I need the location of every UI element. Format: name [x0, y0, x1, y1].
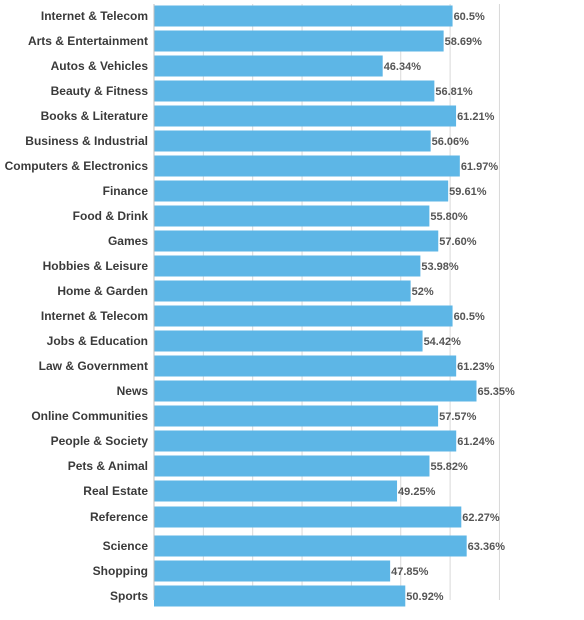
bar: [154, 130, 431, 152]
bar: [154, 585, 406, 607]
bar: [154, 506, 462, 528]
bar: [154, 560, 391, 582]
value-label: 53.98%: [421, 261, 459, 273]
category-label: Home & Garden: [57, 284, 148, 298]
value-label: 58.69%: [445, 36, 483, 48]
value-label: 46.34%: [384, 61, 422, 73]
value-label: 55.82%: [430, 461, 468, 473]
value-label: 62.27%: [462, 512, 500, 524]
value-label: 57.57%: [439, 411, 477, 423]
category-label: Jobs & Education: [47, 334, 148, 348]
value-label: 50.92%: [406, 591, 444, 603]
bar: [154, 230, 439, 252]
bar: [154, 455, 430, 477]
category-label: Sports: [110, 589, 148, 603]
category-label: Law & Government: [39, 359, 148, 373]
value-label: 60.5%: [454, 11, 485, 23]
value-label: 57.60%: [439, 236, 477, 248]
category-labels: Internet & Telecom Arts & Entertainment Au…: [5, 9, 149, 603]
value-labels: 60.5% 58.69% 46.34% 56.81% 61.21% 56.06% 61.97…: [384, 11, 515, 603]
category-label: Pets & Animal: [68, 459, 148, 473]
category-label: Finance: [103, 184, 149, 198]
bar: [154, 5, 453, 27]
category-label: Autos & Vehicles: [51, 59, 149, 73]
category-label: Games: [108, 234, 148, 248]
value-label: 63.36%: [468, 541, 506, 553]
bar: [154, 105, 457, 127]
category-label: Arts & Entertainment: [28, 34, 148, 48]
category-label: Internet & Telecom: [41, 309, 148, 323]
bar: [154, 205, 430, 227]
value-label: 61.23%: [457, 361, 495, 373]
category-label: Science: [103, 539, 149, 553]
bar: [154, 330, 423, 352]
value-label: 61.21%: [457, 111, 495, 123]
value-label: 54.42%: [424, 336, 462, 348]
category-label: Internet & Telecom: [41, 9, 148, 23]
value-label: 61.24%: [457, 436, 495, 448]
value-label: 47.85%: [391, 566, 429, 578]
category-label: Books & Literature: [41, 109, 149, 123]
value-label: 59.61%: [449, 186, 487, 198]
category-label: Business & Industrial: [25, 134, 148, 148]
category-label: Online Communities: [31, 409, 148, 423]
category-label: People & Society: [51, 434, 149, 448]
bar: [154, 55, 383, 77]
category-label: Hobbies & Leisure: [43, 259, 149, 273]
value-label: 61.97%: [461, 161, 499, 173]
category-label: Shopping: [93, 564, 148, 578]
bar: [154, 430, 457, 452]
bar: [154, 380, 477, 402]
category-label: Computers & Electronics: [5, 159, 149, 173]
value-label: 56.06%: [432, 136, 470, 148]
category-label: Food & Drink: [73, 209, 149, 223]
bar: [154, 180, 449, 202]
bar: [154, 255, 421, 277]
value-label: 65.35%: [478, 386, 516, 398]
bar: [154, 155, 460, 177]
category-label: Beauty & Fitness: [51, 84, 149, 98]
value-label: 52%: [412, 286, 434, 298]
bar: [154, 30, 444, 52]
bar: [154, 305, 453, 327]
bars: [154, 5, 477, 607]
category-label: Reference: [90, 510, 148, 524]
value-label: 56.81%: [435, 86, 473, 98]
bar: [154, 280, 411, 302]
bar: [154, 535, 467, 557]
bar: [154, 80, 435, 102]
value-label: 55.80%: [430, 211, 468, 223]
value-label: 60.5%: [454, 311, 485, 323]
grid-lines: [202, 4, 500, 600]
category-label: News: [117, 384, 149, 398]
value-label: 49.25%: [398, 486, 436, 498]
bar: [154, 480, 398, 502]
bar: [154, 405, 439, 427]
category-label: Real Estate: [83, 484, 148, 498]
bar: [154, 355, 457, 377]
